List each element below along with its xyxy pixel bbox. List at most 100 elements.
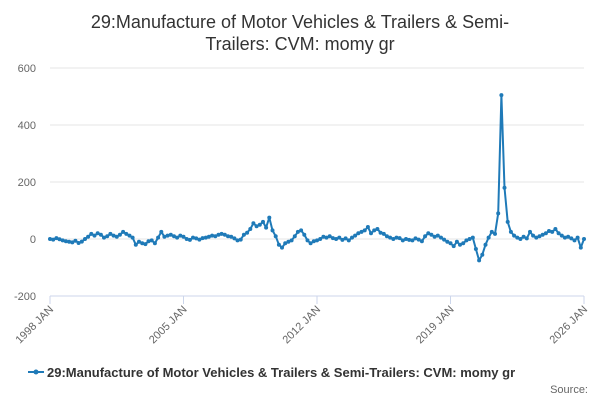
data-point[interactable] [566,234,571,239]
data-point[interactable] [302,232,307,237]
data-point[interactable] [397,236,402,241]
data-point[interactable] [200,236,205,241]
data-point[interactable] [121,229,126,234]
data-point[interactable] [98,232,103,237]
data-point[interactable] [378,230,383,235]
data-point[interactable] [432,234,437,239]
data-point[interactable] [149,238,154,243]
data-point[interactable] [359,229,364,234]
data-point[interactable] [54,236,59,241]
data-point[interactable] [518,237,523,241]
data-point[interactable] [308,241,313,246]
data-point[interactable] [404,237,408,241]
data-point[interactable] [89,231,94,236]
data-point[interactable] [152,241,157,246]
data-point[interactable] [95,231,100,236]
data-point[interactable] [216,232,221,237]
data-point[interactable] [191,235,195,240]
data-point[interactable] [124,231,129,236]
data-point[interactable] [146,239,151,244]
data-point[interactable] [206,234,211,239]
data-point[interactable] [70,240,75,245]
data-point[interactable] [521,234,526,239]
data-point[interactable] [210,233,215,238]
data-point[interactable] [86,234,91,239]
data-point[interactable] [241,232,246,237]
data-point[interactable] [473,247,478,251]
data-point[interactable] [407,237,412,242]
data-point[interactable] [435,233,440,238]
data-point[interactable] [175,235,180,240]
data-point[interactable] [454,239,459,244]
data-point[interactable] [286,239,291,244]
data-point[interactable] [111,233,116,238]
data-point[interactable] [384,234,389,239]
data-point[interactable] [229,234,234,239]
data-point[interactable] [102,235,106,240]
data-point[interactable] [445,239,450,244]
data-point[interactable] [238,237,243,242]
data-point[interactable] [388,235,393,240]
legend[interactable]: 29:Manufacture of Motor Vehicles & Trail… [28,365,515,380]
data-point[interactable] [232,236,237,241]
data-point[interactable] [197,237,202,242]
data-point[interactable] [439,235,443,240]
data-point[interactable] [162,234,167,239]
data-point[interactable] [305,238,310,243]
data-point[interactable] [57,237,62,242]
data-point[interactable] [219,231,224,236]
data-point[interactable] [140,241,145,246]
data-point[interactable] [159,229,164,234]
data-point[interactable] [245,230,250,235]
data-point[interactable] [114,234,119,239]
data-point[interactable] [79,239,84,244]
data-point[interactable] [143,242,148,247]
data-point[interactable] [442,237,447,242]
data-point[interactable] [375,227,380,231]
data-point[interactable] [292,234,297,239]
data-point[interactable] [324,235,329,240]
data-point[interactable] [578,245,583,250]
data-point[interactable] [410,238,415,243]
data-point[interactable] [464,238,469,243]
data-point[interactable] [51,237,56,242]
data-point[interactable] [343,236,348,241]
data-point[interactable] [340,237,345,242]
data-point[interactable] [181,234,186,239]
data-point[interactable] [372,228,377,233]
data-point[interactable] [311,239,316,244]
data-point[interactable] [248,227,253,231]
data-point[interactable] [400,238,405,243]
data-point[interactable] [67,239,72,244]
data-point[interactable] [73,238,78,243]
data-point[interactable] [127,233,132,238]
data-point[interactable] [562,235,567,240]
data-point[interactable] [60,238,65,243]
data-point[interactable] [365,225,370,229]
data-point[interactable] [553,227,558,231]
data-point[interactable] [117,232,122,237]
data-point[interactable] [235,238,240,243]
data-point[interactable] [76,241,81,245]
data-point[interactable] [353,233,358,238]
data-point[interactable] [257,222,262,227]
data-point[interactable] [222,232,227,237]
data-point[interactable] [194,236,199,241]
data-point[interactable] [429,232,434,237]
data-point[interactable] [559,233,564,238]
data-point[interactable] [346,238,351,243]
data-point[interactable] [550,229,555,234]
data-point[interactable] [289,238,294,243]
data-point[interactable] [362,228,367,233]
data-point[interactable] [92,233,97,238]
data-point[interactable] [264,225,269,230]
data-point[interactable] [315,238,319,243]
data-point[interactable] [534,235,539,240]
data-point[interactable] [524,236,529,241]
data-point[interactable] [426,231,431,236]
data-point[interactable] [572,238,577,243]
data-point[interactable] [83,237,87,241]
data-point[interactable] [575,235,580,240]
data-point[interactable] [108,231,113,236]
data-point[interactable] [130,235,135,240]
